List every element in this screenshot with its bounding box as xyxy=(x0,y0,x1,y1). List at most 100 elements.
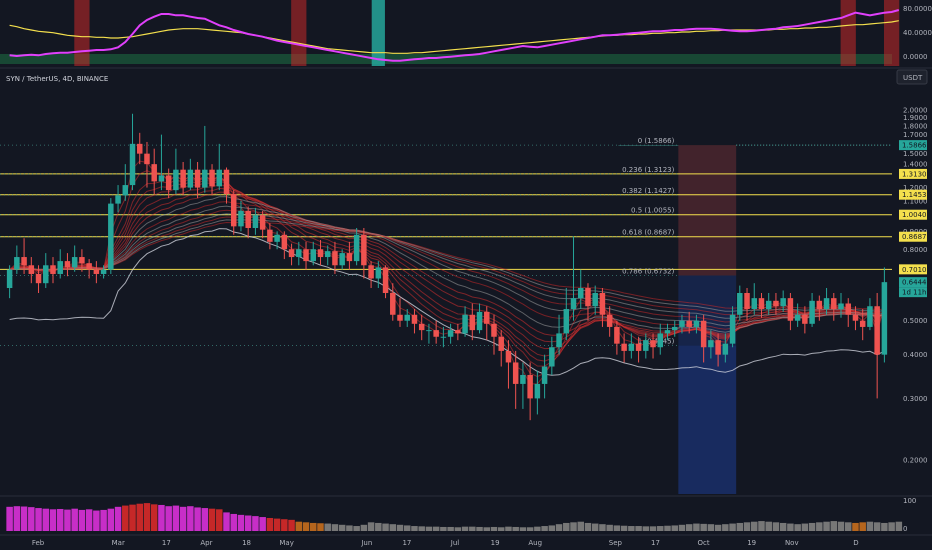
volume-bar-29 xyxy=(216,509,223,531)
time-label-1: Mar xyxy=(112,539,125,547)
oscillator-pane[interactable] xyxy=(0,0,900,66)
price-tag-bg-4 xyxy=(899,231,927,242)
candle-body-14 xyxy=(108,203,114,270)
symbol-title: SYN / TetherUS, 4D, BINANCE xyxy=(6,75,108,83)
volume-bar-90 xyxy=(657,526,664,531)
candle-body-10 xyxy=(79,257,85,264)
candle-body-101 xyxy=(737,293,743,315)
vol-tick-0: 0 xyxy=(903,525,907,533)
volume-bar-12 xyxy=(93,510,100,531)
candle-body-76 xyxy=(556,333,562,348)
volume-bar-92 xyxy=(671,525,678,531)
volume-bar-117 xyxy=(852,522,859,531)
volume-bar-120 xyxy=(873,522,881,531)
fib-label-0: 0 (1.5866) xyxy=(638,137,675,145)
candle-body-9 xyxy=(71,257,78,268)
currency-badge[interactable] xyxy=(896,69,928,85)
candle-body-77 xyxy=(563,309,570,334)
fib-label-3: 0.5 (1.0055) xyxy=(631,206,675,214)
volume-bar-75 xyxy=(548,525,556,531)
volume-bar-14 xyxy=(107,508,115,531)
volume-bar-93 xyxy=(678,524,686,531)
candle-body-83 xyxy=(606,314,613,327)
candle-body-27 xyxy=(202,169,208,188)
candle-body-49 xyxy=(361,234,367,266)
candle-body-86 xyxy=(628,343,635,351)
osc-red-band-2 xyxy=(840,0,856,66)
volume-bar-65 xyxy=(476,526,483,531)
candle-body-64 xyxy=(469,314,476,331)
volume-bar-61 xyxy=(447,526,454,531)
candle-body-0 xyxy=(6,269,13,289)
candle-body-21 xyxy=(158,175,165,182)
candle-body-8 xyxy=(64,261,71,268)
volume-bar-11 xyxy=(85,509,93,531)
candle-body-75 xyxy=(549,347,555,367)
volume-bar-71 xyxy=(519,527,527,531)
volume-bar-27 xyxy=(201,508,209,531)
price-tick-8: 1.2000 xyxy=(903,184,928,192)
osc-tick-0: 0.0000 xyxy=(903,53,928,61)
candle-body-39 xyxy=(288,249,295,258)
oscillator-axis: 80.0000 40.0000 0.0000 xyxy=(903,5,932,61)
volume-bar-8 xyxy=(64,509,71,531)
volume-bar-100 xyxy=(729,523,736,531)
osc-tick-80: 80.0000 xyxy=(903,5,932,13)
candle-body-92 xyxy=(671,326,678,331)
volume-bar-101 xyxy=(736,522,744,531)
candle-body-7 xyxy=(57,261,63,274)
volume-bar-66 xyxy=(483,527,491,531)
volume-bar-41 xyxy=(302,522,310,531)
candle-body-70 xyxy=(512,362,519,384)
ribbon-line-10 xyxy=(9,205,885,327)
candle-body-22 xyxy=(165,175,172,191)
candle-body-73 xyxy=(534,383,541,399)
volume-bar-109 xyxy=(794,524,801,531)
price-tag-3: 1.0040 xyxy=(902,211,927,219)
price-tick-1: 1.9000 xyxy=(903,114,928,122)
candle-body-66 xyxy=(484,311,490,324)
time-label-15: Nov xyxy=(785,539,799,547)
volume-bar-35 xyxy=(259,517,266,531)
candle-body-103 xyxy=(751,298,758,310)
candle-body-108 xyxy=(787,298,794,321)
candle-body-41 xyxy=(303,249,309,262)
price-pane[interactable]: 0 (1.5866) 0.236 (1.3123) 0.382 (1.1427) 0.… xyxy=(0,113,892,494)
volume-bar-3 xyxy=(28,507,35,531)
candle-body-11 xyxy=(86,263,92,270)
candle-body-18 xyxy=(136,143,143,154)
volume-bar-44 xyxy=(324,523,331,531)
price-tag-6: 0.6444 xyxy=(902,279,927,287)
volume-bar-55 xyxy=(403,525,411,531)
candle-body-88 xyxy=(643,340,649,351)
volume-bar-50 xyxy=(367,522,375,531)
volume-bar-10 xyxy=(78,509,86,531)
candle-body-91 xyxy=(664,330,671,334)
volume-pane[interactable] xyxy=(6,503,903,531)
candle-body-89 xyxy=(650,340,656,348)
candle-body-3 xyxy=(28,265,35,274)
ribbon-line-3 xyxy=(9,178,885,362)
price-tags: 1.5866 1.3130 1.1453 1.0040 0.8687 0.7010 0.64… xyxy=(899,140,927,298)
candle-body-46 xyxy=(339,253,345,266)
ribbon-line-8 xyxy=(9,196,885,333)
volume-bar-97 xyxy=(707,524,715,531)
volume-bar-85 xyxy=(620,525,628,531)
candle-body-78 xyxy=(570,298,577,310)
candle-body-72 xyxy=(527,374,533,399)
candle-body-120 xyxy=(874,306,880,355)
candle-body-2 xyxy=(21,257,27,266)
volume-bar-5 xyxy=(42,508,50,531)
volume-bar-116 xyxy=(844,522,852,531)
volume-bar-81 xyxy=(591,523,599,531)
candle-body-20 xyxy=(151,164,157,182)
volume-bar-24 xyxy=(179,506,187,531)
candle-body-15 xyxy=(115,195,121,204)
volume-bar-62 xyxy=(454,527,462,531)
candle-body-4 xyxy=(35,273,42,284)
candle-body-110 xyxy=(802,314,808,324)
candle-body-61 xyxy=(447,330,454,337)
volume-bar-43 xyxy=(317,523,324,531)
volume-bar-115 xyxy=(837,521,845,531)
